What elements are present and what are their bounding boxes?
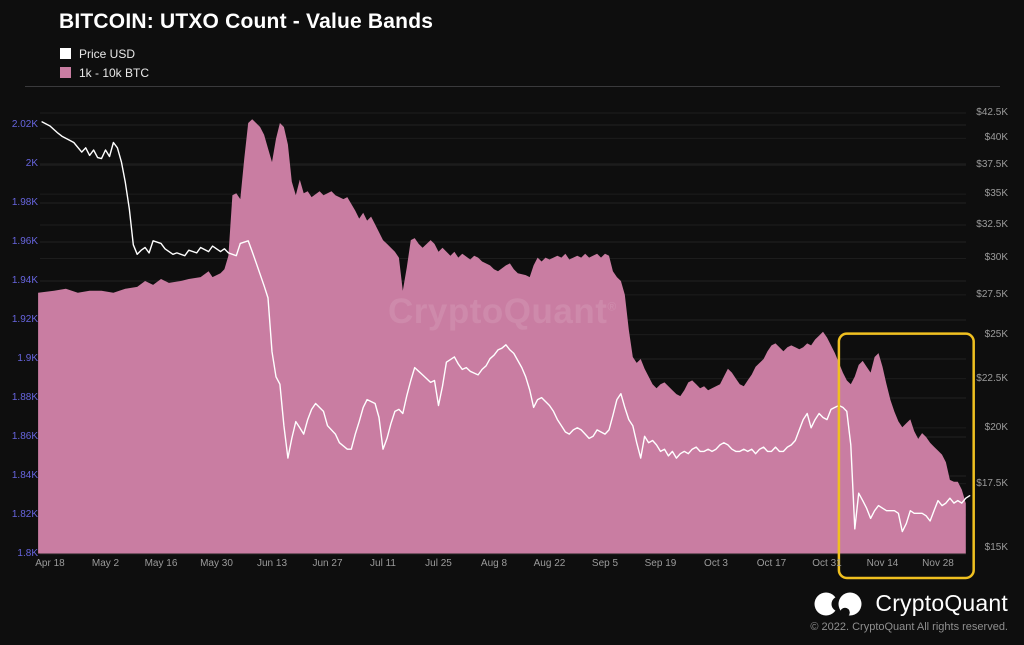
x-axis-tick: Sep 19	[644, 558, 677, 569]
x-axis-tick: Sep 5	[591, 558, 619, 569]
left-axis-tick: 1.88K	[11, 392, 38, 403]
price-usd-swatch-icon	[60, 48, 71, 59]
price-usd-line-series	[41, 121, 971, 533]
legend-item-utxo-band[interactable]: 1k - 10k BTC	[60, 63, 149, 82]
legend-item-price-usd[interactable]: Price USD	[60, 44, 149, 63]
right-axis-tick: $42.5K	[976, 107, 1008, 118]
copyright-text: © 2022. CryptoQuant All rights reserved.	[810, 621, 1008, 633]
left-axis-tick: 1.92K	[11, 314, 38, 325]
right-axis-tick: $27.5K	[976, 288, 1008, 300]
left-axis-tick: 1.9K	[17, 353, 38, 364]
x-axis-tick: Aug 8	[480, 558, 508, 569]
brand-name: CryptoQuant	[875, 590, 1008, 616]
x-axis-tick: May 16	[144, 558, 178, 569]
x-axis-tick: May 30	[200, 558, 233, 569]
chart-title: BITCOIN: UTXO Count - Value Bands	[59, 10, 434, 33]
x-axis-tick: Jun 13	[256, 558, 288, 569]
footer-branding: CryptoQuant © 2022. CryptoQuant All righ…	[810, 590, 1008, 633]
x-axis-tick: Nov 28	[922, 558, 954, 569]
x-axis-tick: Aug 22	[533, 558, 566, 569]
x-axis-tick: Jul 25	[425, 558, 452, 569]
right-axis-tick: $30K	[984, 252, 1008, 264]
left-axis-tick: 1.84K	[11, 470, 38, 481]
x-axis-tick: Jul 11	[370, 558, 396, 569]
x-axis-tick: May 2	[91, 558, 120, 569]
header-divider	[25, 86, 1000, 87]
right-axis-tick: $40K	[984, 132, 1008, 144]
left-axis-tick: 2.02K	[11, 119, 38, 130]
right-axis-tick: $35K	[984, 188, 1008, 200]
x-axis-tick: Apr 18	[35, 558, 65, 569]
legend-label: 1k - 10k BTC	[79, 65, 150, 80]
left-axis-tick: 1.94K	[11, 275, 38, 286]
utxo-band-area-series	[38, 119, 966, 554]
x-axis-tick: Oct 31	[812, 558, 842, 569]
utxo-band-swatch-icon	[60, 67, 71, 78]
left-axis-tick: 1.82K	[11, 509, 38, 520]
x-axis-tick: Oct 17	[756, 558, 787, 569]
legend: Price USD 1k - 10k BTC	[60, 44, 149, 82]
left-axis-tick: 2K	[25, 158, 38, 169]
right-axis-tick: $22.5K	[976, 372, 1008, 384]
highlight-box-nov	[837, 332, 975, 580]
right-axis-tick: $32.5K	[976, 219, 1008, 231]
right-axis-tick: $15K	[984, 541, 1008, 553]
cryptoquant-logo-icon	[814, 592, 862, 617]
legend-label: Price USD	[79, 46, 136, 61]
right-axis-tick: $37.5K	[976, 159, 1008, 171]
x-axis-tick: Nov 14	[866, 558, 899, 569]
left-axis-tick: 1.98K	[11, 197, 38, 208]
x-axis-tick: Jun 27	[312, 558, 343, 569]
left-axis-tick: 1.86K	[11, 431, 38, 442]
x-axis-tick: Oct 3	[704, 558, 728, 569]
cryptoquant-watermark: CryptoQuant®	[388, 292, 617, 331]
right-axis-tick: $20K	[984, 421, 1008, 433]
right-axis-tick: $17.5K	[976, 477, 1008, 489]
left-axis-tick: 1.8K	[17, 548, 38, 559]
left-axis-tick: 1.96K	[11, 236, 38, 247]
right-axis-tick: $25K	[984, 328, 1008, 340]
